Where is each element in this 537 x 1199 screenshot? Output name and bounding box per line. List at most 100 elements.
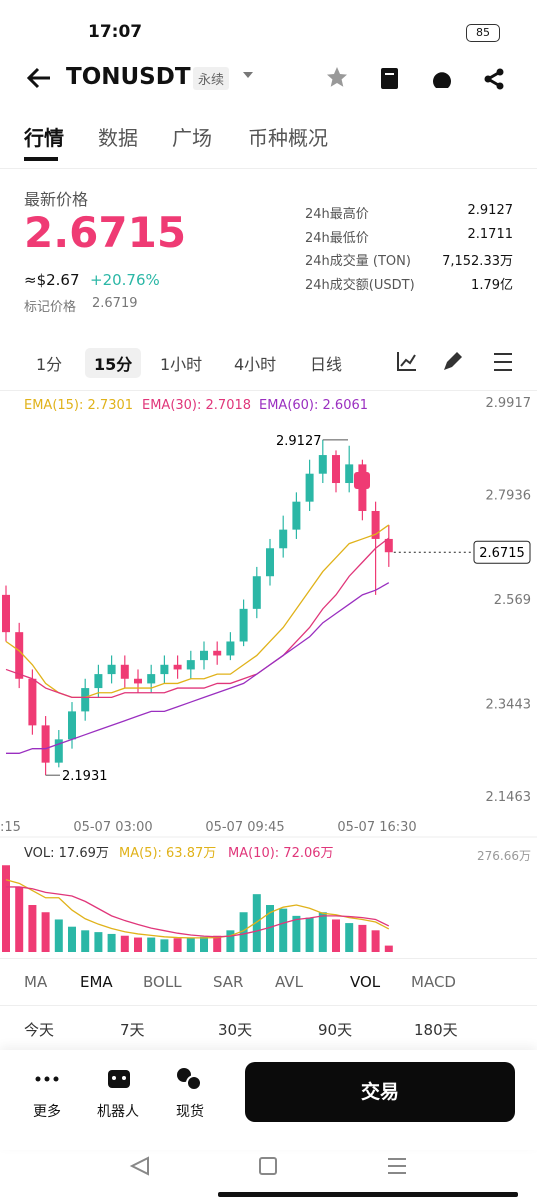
indicator[interactable]: MACD <box>411 973 456 991</box>
legend-entry: EMA(60): 2.6061 <box>259 398 368 413</box>
stat-value: 1.79亿 <box>471 277 513 293</box>
symbol: TONUSDT <box>66 64 191 90</box>
y-tick-label: 2.569 <box>494 593 531 608</box>
period[interactable]: 30天 <box>218 1021 253 1039</box>
candle-body <box>41 725 50 763</box>
chart: EMA(15): 2.7301 EMA(30): 2.7018 EMA(60): 2… <box>0 396 537 952</box>
candle-body <box>173 664 182 670</box>
volume-legend: VOL: 17.69万 <box>24 846 109 861</box>
period[interactable]: 今天 <box>24 1021 55 1039</box>
chart-tools[interactable] <box>396 350 516 374</box>
candle-body <box>147 674 156 684</box>
indicator[interactable]: SAR <box>213 973 244 991</box>
change: +20.76% <box>90 271 160 289</box>
indicator[interactable]: BOLL <box>143 973 182 991</box>
more[interactable]: 更多 <box>33 1104 61 1120</box>
tab[interactable]: 广场 <box>172 126 212 150</box>
spot[interactable]: 现货 <box>176 1104 204 1120</box>
volume-bar <box>384 945 393 952</box>
volume-bar <box>358 924 367 952</box>
divider <box>0 1005 537 1006</box>
stat-label: 24h最低价 <box>305 230 369 246</box>
period[interactable]: 7天 <box>120 1021 145 1039</box>
volume-bar <box>120 935 129 952</box>
ema-line <box>5 524 390 699</box>
candle-body <box>226 641 235 656</box>
y-tick-label: 2.7936 <box>486 488 532 503</box>
interval[interactable]: 15分 <box>85 348 142 378</box>
indicator[interactable]: VOL <box>350 973 381 991</box>
price-label: 最新价格 <box>24 190 89 209</box>
volume-bar <box>28 905 37 952</box>
candle-body <box>160 664 169 675</box>
indicator[interactable]: AVL <box>275 973 303 991</box>
candle-body <box>266 548 274 577</box>
stat-value: 2.9127 <box>467 203 514 218</box>
candle-body <box>318 455 327 474</box>
stat-label: 24h成交量 (TON) <box>305 254 411 269</box>
candle-body <box>94 674 103 689</box>
volume-tick-label: 276.66万 <box>477 849 531 863</box>
volume-bar <box>318 912 327 952</box>
volume-bar <box>226 930 235 952</box>
period[interactable]: 90天 <box>318 1021 353 1039</box>
divider <box>0 958 537 959</box>
tab[interactable]: 数据 <box>98 126 138 150</box>
volume-bar <box>147 937 156 952</box>
x-tick-label: 05-07 16:30 <box>337 820 416 835</box>
candle-body <box>200 650 208 661</box>
period[interactable]: 180天 <box>414 1021 458 1039</box>
volume-bar <box>54 919 63 952</box>
candle-body <box>68 711 76 740</box>
candle-body <box>279 529 288 549</box>
tab[interactable]: 行情 <box>24 126 64 150</box>
candle-body <box>134 678 142 684</box>
candle-body <box>345 464 354 484</box>
y-tick-label: 2.9917 <box>486 396 532 411</box>
stat-label: 24h最高价 <box>305 207 369 222</box>
bot[interactable]: 机器人 <box>97 1104 139 1120</box>
dropdown[interactable] <box>243 72 255 80</box>
y-tick-label: 2.3443 <box>486 698 532 713</box>
volume-bar <box>345 923 354 952</box>
volume-bar <box>186 937 195 952</box>
tab[interactable]: 币种概况 <box>248 126 328 150</box>
candle-body <box>186 660 195 670</box>
last-price-box <box>473 540 531 564</box>
volume-bar <box>107 933 116 952</box>
stat-value: 2.1711 <box>467 226 514 242</box>
volume-bar <box>134 937 142 952</box>
y-tick-label: 2.1463 <box>486 790 532 805</box>
interval[interactable]: 1小时 <box>160 355 203 374</box>
volume-bar <box>239 912 248 952</box>
volume-bar <box>371 930 380 952</box>
volume-bar <box>213 935 222 952</box>
ma10-line <box>6 886 390 938</box>
candle-body <box>252 576 261 609</box>
interval[interactable]: 4小时 <box>234 355 277 374</box>
stat-label: 24h成交额(USDT) <box>305 277 415 293</box>
candle-body <box>239 608 248 642</box>
header-icons[interactable] <box>326 66 526 92</box>
interval[interactable]: 1分 <box>36 355 63 374</box>
interval[interactable]: 日线 <box>310 355 343 374</box>
indicator[interactable]: MA <box>24 973 48 991</box>
volume-bar <box>173 938 182 952</box>
ma5-line <box>5 879 390 939</box>
indicator[interactable]: EMA <box>80 973 113 991</box>
volume-legend: MA(10): 72.06万 <box>228 846 334 861</box>
trade-button[interactable]: 交易 <box>245 1062 515 1122</box>
x-tick-label: :15 <box>0 820 21 835</box>
candle-body <box>28 678 37 726</box>
back-icon[interactable] <box>26 66 52 90</box>
x-tick-label: 05-07 09:45 <box>205 820 284 835</box>
candle-body <box>120 664 129 679</box>
volume-bar <box>200 936 208 952</box>
candle-body <box>54 739 63 763</box>
volume-bar <box>292 915 301 952</box>
candle-body <box>15 632 24 679</box>
legend-entry: EMA(30): 2.7018 <box>142 398 251 413</box>
tab-indicator <box>24 157 58 161</box>
